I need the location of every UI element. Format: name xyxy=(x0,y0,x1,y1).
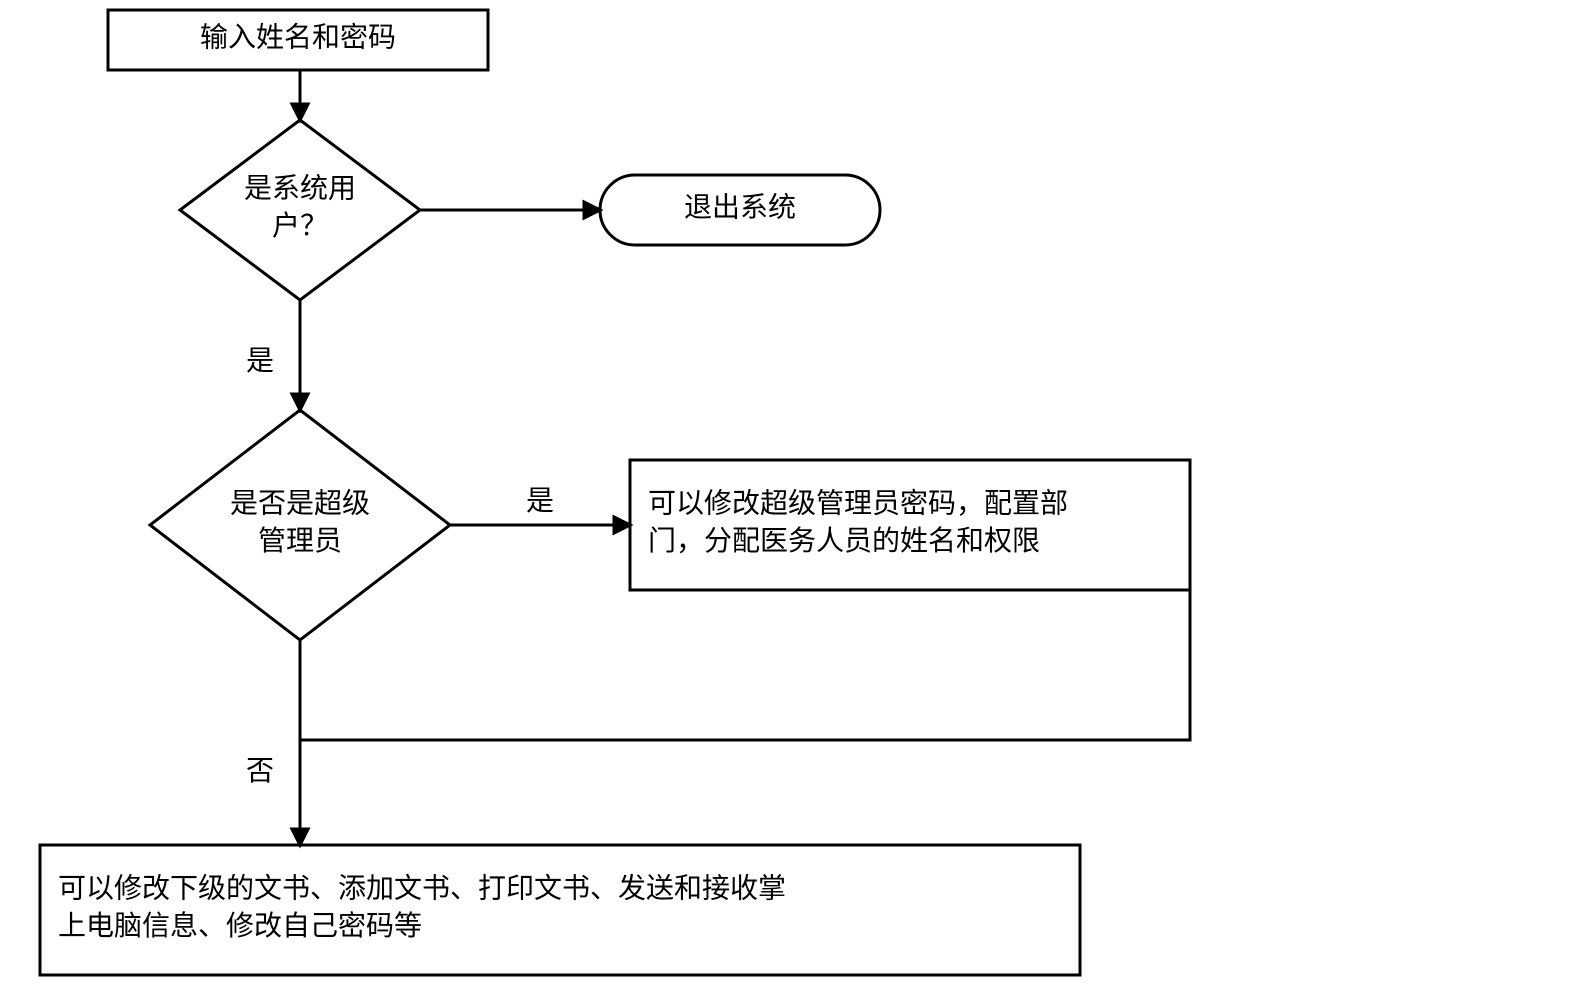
node-normal_user_actions: 可以修改下级的文书、添加文书、打印文书、发送和接收掌上电脑信息、修改自己密码等 xyxy=(40,845,1080,975)
svg-text:退出系统: 退出系统 xyxy=(684,191,796,223)
edge-label: 否 xyxy=(246,756,274,787)
node-is_system_user: 是系统用户？ xyxy=(180,120,420,300)
node-is_super_admin: 是否是超级管理员 xyxy=(150,410,450,640)
svg-text:是系统用: 是系统用 xyxy=(244,172,356,204)
svg-text:门，分配医务人员的姓名和权限: 门，分配医务人员的姓名和权限 xyxy=(648,525,1040,557)
svg-text:户？: 户？ xyxy=(272,210,328,242)
svg-text:管理员: 管理员 xyxy=(258,525,342,557)
node-input: 输入姓名和密码 xyxy=(108,10,488,70)
node-super_admin_actions: 可以修改超级管理员密码，配置部门，分配医务人员的姓名和权限 xyxy=(630,460,1190,590)
edge-super_admin_actions_down xyxy=(300,590,1190,740)
edge-is_system_user_bottom: 是 xyxy=(246,300,300,410)
edge-label: 是 xyxy=(526,486,554,517)
svg-text:上电脑信息、修改自己密码等: 上电脑信息、修改自己密码等 xyxy=(58,910,422,942)
edge-is_super_admin_right: 是 xyxy=(450,486,630,525)
edge-label: 是 xyxy=(246,346,274,377)
svg-text:是否是超级: 是否是超级 xyxy=(230,487,370,519)
svg-text:可以修改下级的文书、添加文书、打印文书、发送和接收掌: 可以修改下级的文书、添加文书、打印文书、发送和接收掌 xyxy=(58,872,786,904)
edge-is_super_admin_bottom: 否 xyxy=(246,640,300,845)
node-exit_system: 退出系统 xyxy=(600,175,880,245)
svg-text:可以修改超级管理员密码，配置部: 可以修改超级管理员密码，配置部 xyxy=(648,487,1068,519)
svg-text:输入姓名和密码: 输入姓名和密码 xyxy=(200,21,396,53)
